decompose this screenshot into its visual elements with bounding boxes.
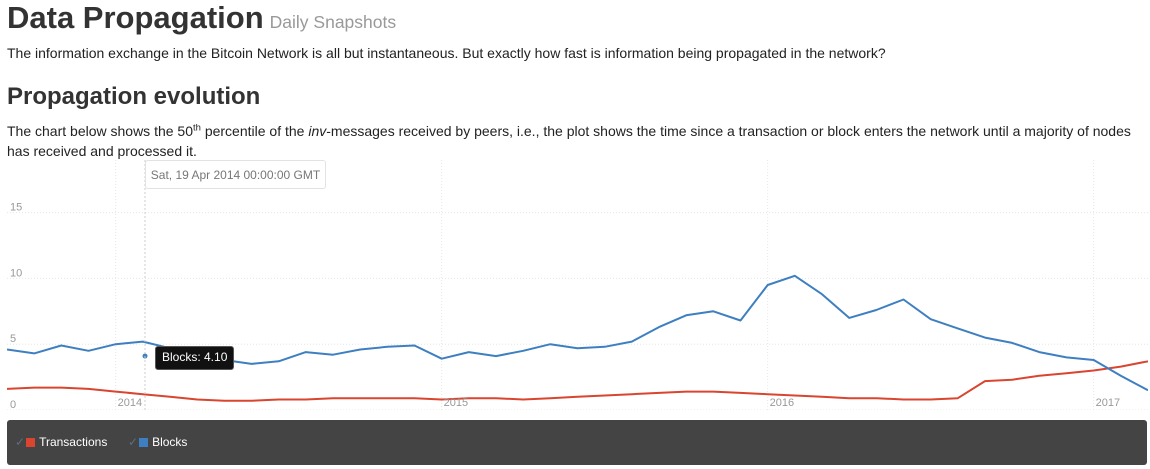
chart-svg[interactable]: 0 5 10 15 2014 2015 2016 2017 xyxy=(7,160,1148,410)
y-tick-label: 15 xyxy=(10,202,22,214)
desc-part1: The chart below shows the 50 xyxy=(7,123,193,139)
chart-legend: ✓ Transactions ✓ Blocks xyxy=(7,420,1147,465)
propagation-chart[interactable]: 0 5 10 15 2014 2015 2016 2017 Sat, 19 Apr 2014 … xyxy=(7,160,1148,410)
chart-description: The chart below shows the 50th percentil… xyxy=(7,121,1147,161)
legend-item-blocks[interactable]: ✓ Blocks xyxy=(128,434,187,450)
y-tick-label: 10 xyxy=(10,267,22,279)
x-tick-label: 2014 xyxy=(118,397,142,409)
series-layer xyxy=(7,274,1148,402)
legend-item-transactions[interactable]: ✓ Transactions xyxy=(15,434,107,450)
x-tick-label: 2016 xyxy=(770,397,794,409)
y-tick-label: 0 xyxy=(10,399,16,410)
chart-tooltip: Blocks: 4.10 xyxy=(155,346,235,370)
legend-label-blocks: Blocks xyxy=(152,435,188,449)
grid-layer xyxy=(7,160,1148,410)
title-row: Data Propagation Daily Snapshots xyxy=(7,0,396,38)
intro-paragraph: The information exchange in the Bitcoin … xyxy=(7,45,886,61)
series-line-blocks xyxy=(7,274,1148,392)
legend-swatch-blocks xyxy=(139,437,149,447)
page-subtitle: Daily Snapshots xyxy=(269,12,397,32)
check-icon: ✓ xyxy=(15,435,26,449)
desc-part2: percentile of the xyxy=(200,123,309,139)
desc-part3: -messages received by peers, i.e., the p… xyxy=(7,123,1131,159)
series-line-transactions xyxy=(7,360,1148,402)
page-title: Data Propagation xyxy=(7,0,264,35)
legend-label-transactions: Transactions xyxy=(39,435,108,449)
y-tick-label: 5 xyxy=(10,333,16,345)
hover-date-box: Sat, 19 Apr 2014 00:00:00 GMT xyxy=(145,160,326,189)
section-heading: Propagation evolution xyxy=(7,83,261,110)
legend-swatch-transactions xyxy=(26,437,36,447)
x-tick-label: 2015 xyxy=(444,397,468,409)
x-tick-label: 2017 xyxy=(1096,397,1120,409)
desc-emphasis: inv xyxy=(308,123,327,139)
check-icon: ✓ xyxy=(128,435,139,449)
desc-superscript: th xyxy=(193,122,201,134)
label-layer: 0 5 10 15 2014 2015 2016 2017 xyxy=(10,202,1120,410)
